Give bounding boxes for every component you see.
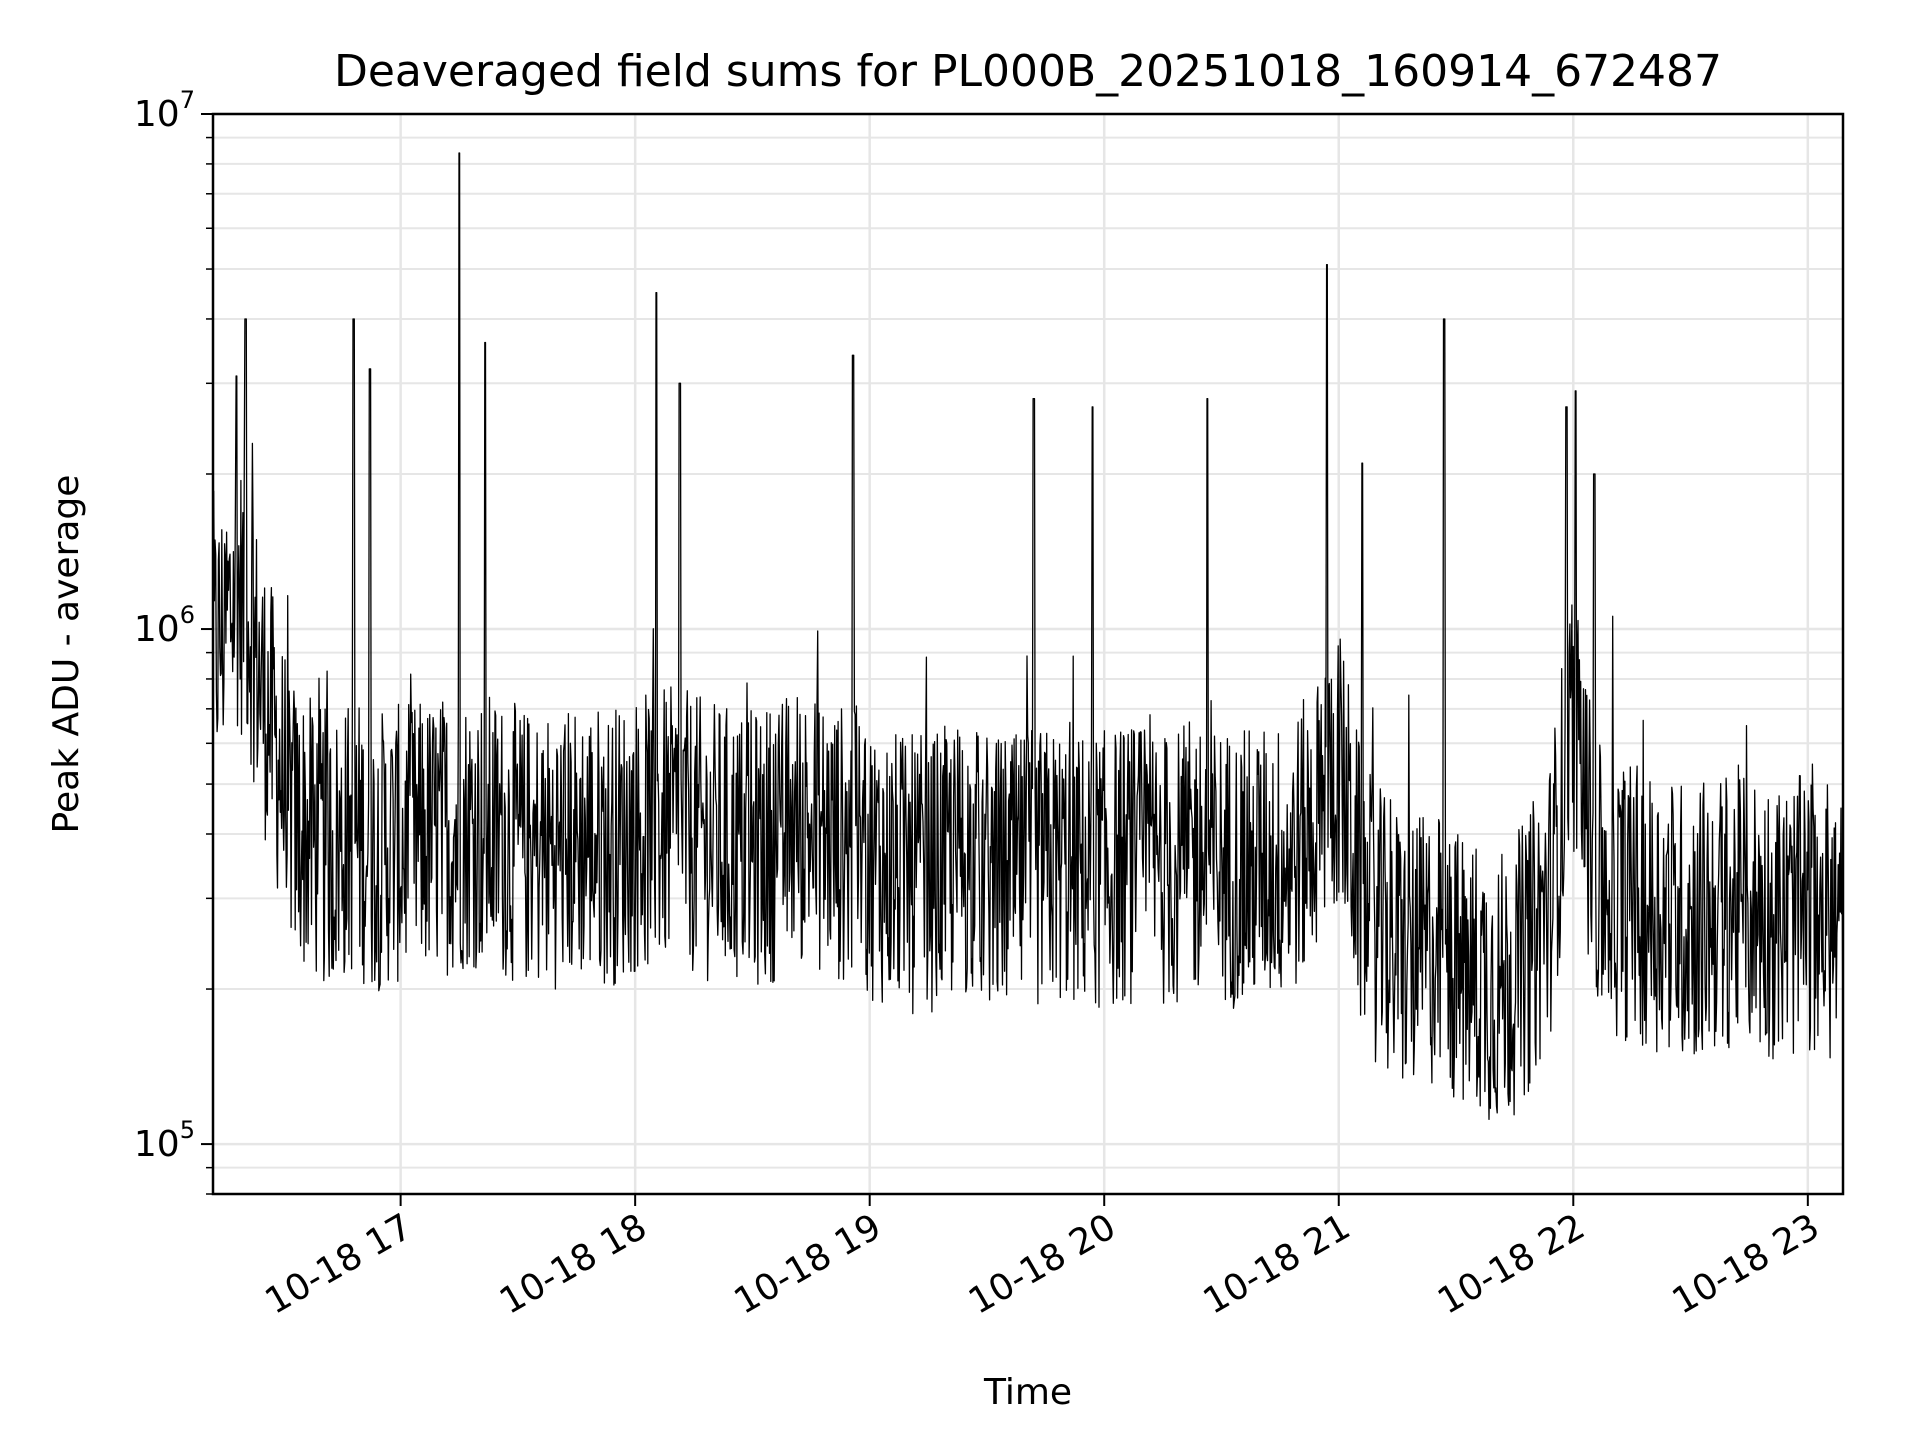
y-tick-label: 106	[134, 601, 195, 650]
y-tick-label: 105	[134, 1116, 195, 1165]
series-line	[212, 152, 1844, 1121]
y-tick-label: 107	[134, 86, 195, 135]
plot-frame	[211, 112, 1845, 1196]
y-axis: 105 106 107	[134, 86, 213, 1195]
x-axis-label: Time	[983, 1372, 1072, 1413]
y-axis-label: Peak ADU - average	[46, 475, 87, 834]
chart-title: Deaveraged field sums for PL000B_2025101…	[334, 46, 1722, 97]
series-layer	[212, 152, 1844, 1121]
